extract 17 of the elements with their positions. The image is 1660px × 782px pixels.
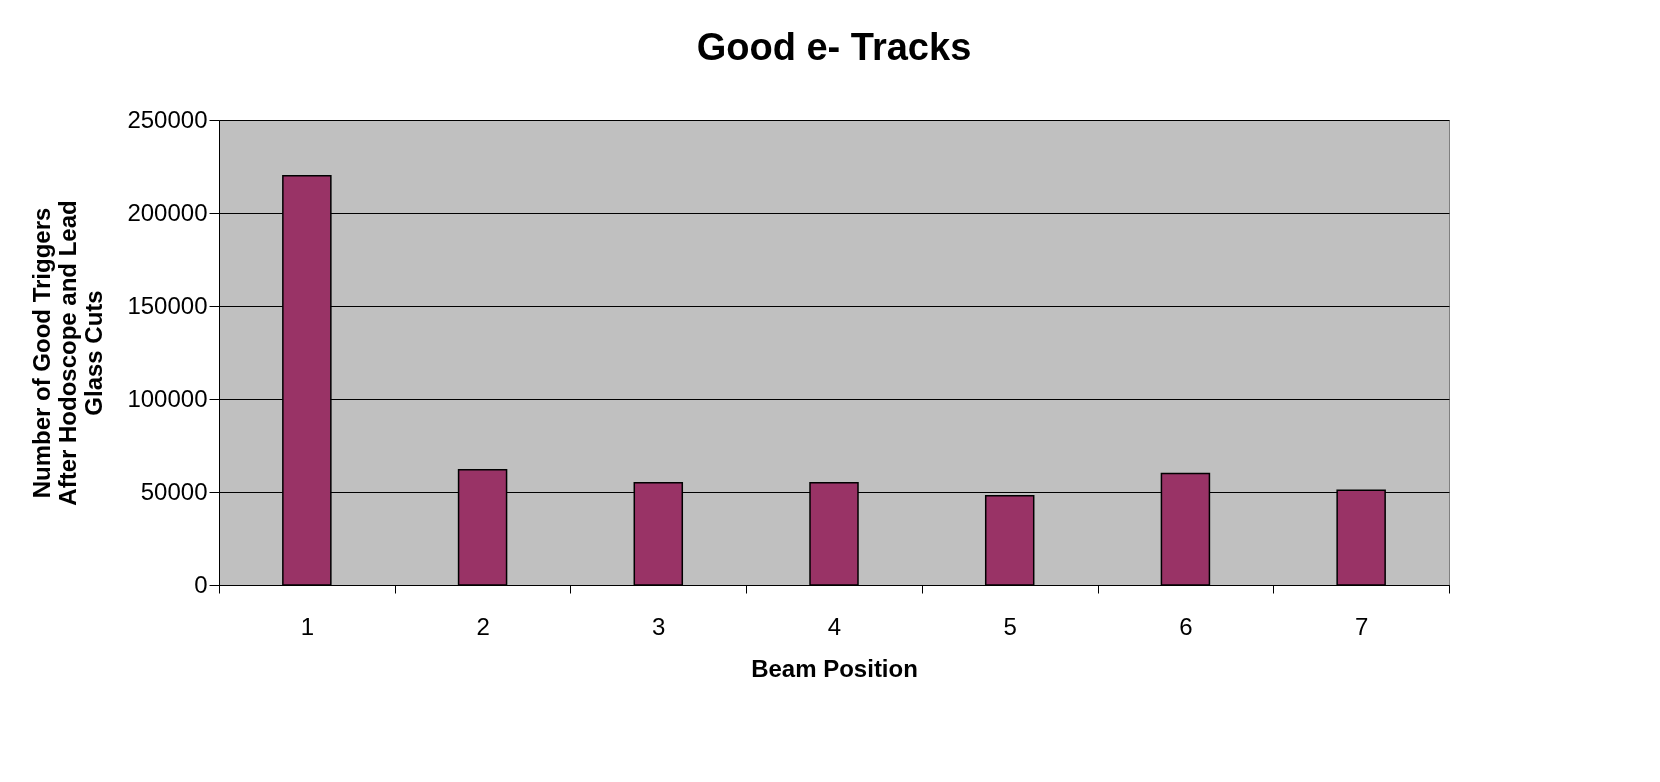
x-tick-label: 3 xyxy=(652,612,666,640)
y-tick-label: 200000 xyxy=(127,198,208,226)
x-tick-label: 5 xyxy=(1003,612,1017,640)
x-tick-label: 4 xyxy=(827,612,842,640)
x-tick-label: 1 xyxy=(300,612,315,640)
y-tick-label: 150000 xyxy=(127,291,208,319)
y-tick-label: 0 xyxy=(194,570,208,598)
y-tick-label: 250000 xyxy=(127,105,208,133)
bar xyxy=(984,494,1035,586)
chart-title: Good e- Tracks xyxy=(696,26,972,68)
x-tick-label: 6 xyxy=(1179,612,1193,640)
x-tick-label: 2 xyxy=(476,612,490,640)
x-axis-title: Beam Position xyxy=(751,654,918,682)
x-tick-label: 7 xyxy=(1354,612,1369,640)
y-tick-label: 50000 xyxy=(140,477,208,505)
y-tick-label: 100000 xyxy=(127,384,208,412)
y-axis-title: Number of Good Triggers After Hodoscope and Lead Glass Cuts xyxy=(28,200,108,506)
